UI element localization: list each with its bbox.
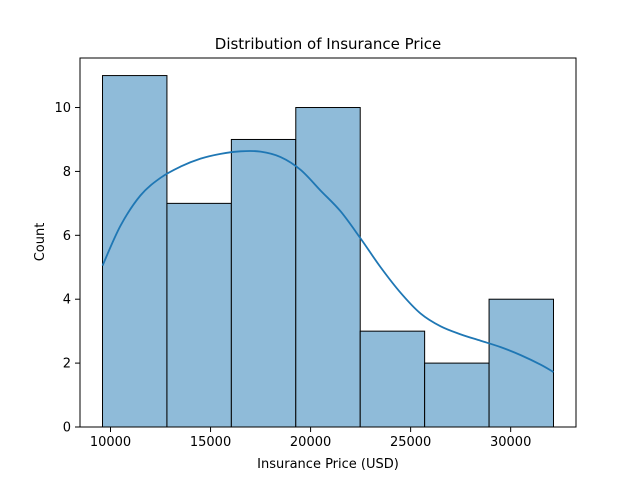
histogram-bar-2 [166, 202, 232, 428]
y-tick-label: 6 [63, 229, 71, 244]
y-tick-label: 4 [63, 293, 71, 308]
x-axis-ticks: 10000 15000 20000 25000 30000 [90, 427, 531, 450]
histogram-bar-5 [359, 330, 426, 428]
histogram-bar-6 [424, 362, 490, 428]
histogram-bar-1 [102, 75, 168, 428]
y-axis-label: Count [33, 223, 48, 262]
x-tick-label: 10000 [90, 435, 131, 450]
histogram-bar-3 [230, 138, 297, 428]
y-tick-label: 0 [63, 421, 71, 436]
kde-curve [101, 150, 554, 373]
y-tick-label: 10 [54, 101, 71, 116]
y-tick-label: 8 [63, 165, 71, 180]
y-tick-label: 2 [63, 357, 71, 372]
plot-frame [79, 57, 577, 428]
x-axis-label: Insurance Price (USD) [257, 457, 399, 472]
bars-group [102, 75, 554, 428]
histogram-bar-4 [295, 107, 361, 428]
x-tick-label: 25000 [390, 435, 431, 450]
x-tick-label: 30000 [490, 435, 531, 450]
histogram-bar-7 [488, 298, 554, 428]
chart-title: Distribution of Insurance Price [215, 35, 441, 53]
x-tick-label: 15000 [190, 435, 231, 450]
y-axis-ticks: 0 2 4 6 8 10 [54, 101, 80, 436]
x-tick-label: 20000 [290, 435, 331, 450]
